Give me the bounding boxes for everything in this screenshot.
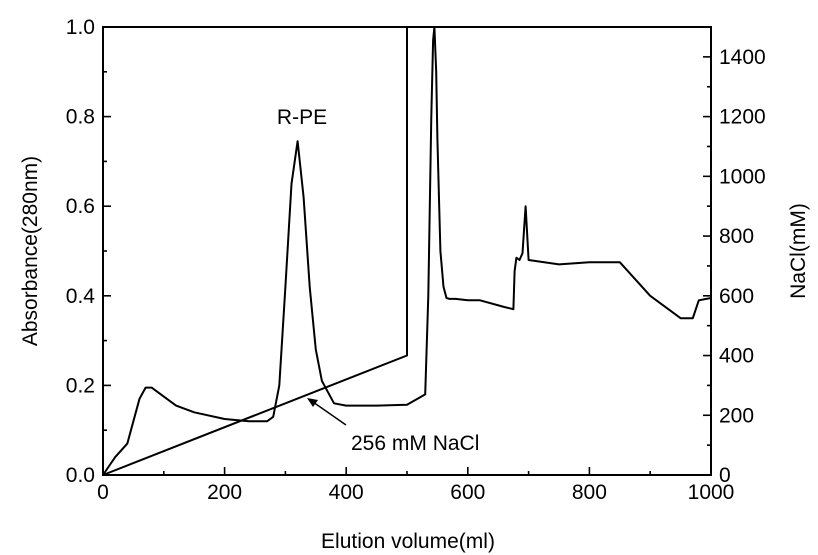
nacl-gradient-line	[102, 26, 711, 476]
y2-tick-label: 1400	[719, 46, 766, 69]
y2-tick-label: 400	[719, 345, 754, 368]
y2-tick-label: 800	[719, 225, 754, 248]
y2-tick-label: 1000	[719, 165, 766, 188]
x-axis-title: Elution volume(ml)	[321, 530, 495, 553]
series-layer	[102, 26, 712, 476]
y2-tick-label: 200	[719, 404, 754, 427]
y-tick-label: 0.8	[66, 106, 95, 129]
y-axis-title: Absorbance(280nm)	[19, 156, 42, 346]
y-tick-label: 0.4	[66, 285, 96, 308]
plot-frame	[102, 26, 712, 476]
x-tick-label: 0	[97, 481, 109, 504]
y2-tick-label: 0	[719, 464, 731, 487]
nacl-annotation: 256 mM NaCl	[351, 432, 479, 455]
y-tick-label: 0.2	[66, 374, 95, 397]
y-tick-label: 1.0	[66, 16, 95, 39]
x-tick-label: 800	[572, 481, 607, 504]
x-tick-label: 600	[450, 481, 485, 504]
y2-tick-label: 1200	[719, 106, 766, 129]
y-tick-label: 0.6	[66, 195, 95, 218]
y2-axis-title: NaCl(mM)	[787, 203, 810, 299]
x-tick-label: 200	[207, 481, 242, 504]
absorbance-line	[102, 26, 712, 476]
x-tick-label: 400	[329, 481, 364, 504]
y-tick-label: 0.0	[66, 464, 95, 487]
x-tick-label: 1000	[688, 481, 735, 504]
peak-annotation: R-PE	[277, 106, 327, 129]
annotation-arrow-head	[307, 398, 318, 407]
y2-tick-label: 600	[719, 285, 754, 308]
tick-labels: 0 200 400 600 800 1000 0.0 0.2 0.4 0.6 0.8 1.0 0 200 4…	[66, 16, 766, 504]
annotation-arrow-line	[312, 401, 347, 426]
